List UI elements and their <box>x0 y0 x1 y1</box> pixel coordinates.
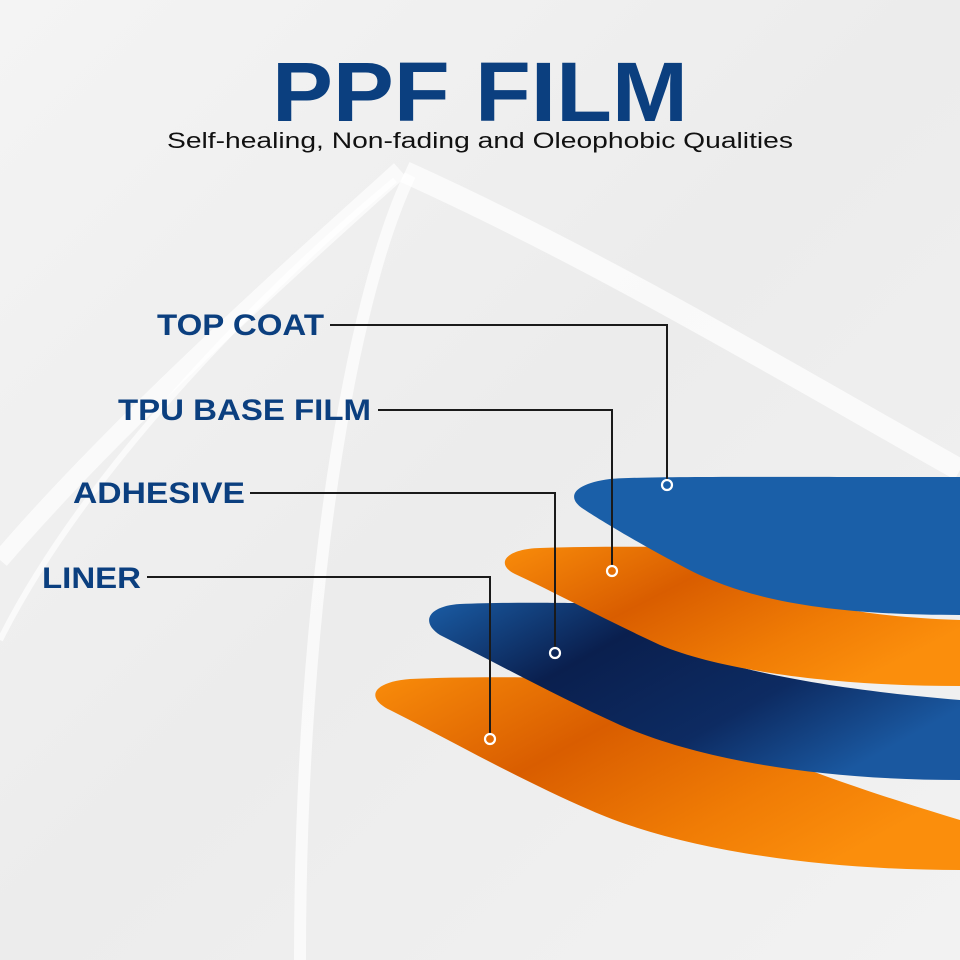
top-coat-layer <box>574 476 960 615</box>
label-tpu-base-film: TPU BASE FILM <box>118 394 371 427</box>
leader-lines <box>147 324 668 734</box>
label-liner: LINER <box>42 562 141 595</box>
page-title: PPF FILM <box>272 45 688 139</box>
film-wrap-decoration <box>0 161 960 960</box>
liner-layer <box>375 677 960 870</box>
adhesive-layer <box>429 602 960 780</box>
liner-leader <box>147 576 491 734</box>
label-top-coat: TOP COAT <box>157 309 324 342</box>
adhesive-leader <box>250 492 556 648</box>
tpu-base-film-layer <box>504 546 960 686</box>
tpu-base-film-dot-icon <box>605 564 619 578</box>
subtitle: Self-healing, Non-fading and Oleophobic … <box>167 128 793 153</box>
label-adhesive: ADHESIVE <box>73 477 245 510</box>
adhesive-dot-icon <box>548 646 562 660</box>
leader-dots <box>483 478 674 746</box>
top-coat-dot-icon <box>660 478 674 492</box>
tpu-base-film-leader <box>378 409 613 566</box>
top-coat-leader <box>330 324 668 480</box>
liner-dot-icon <box>483 732 497 746</box>
